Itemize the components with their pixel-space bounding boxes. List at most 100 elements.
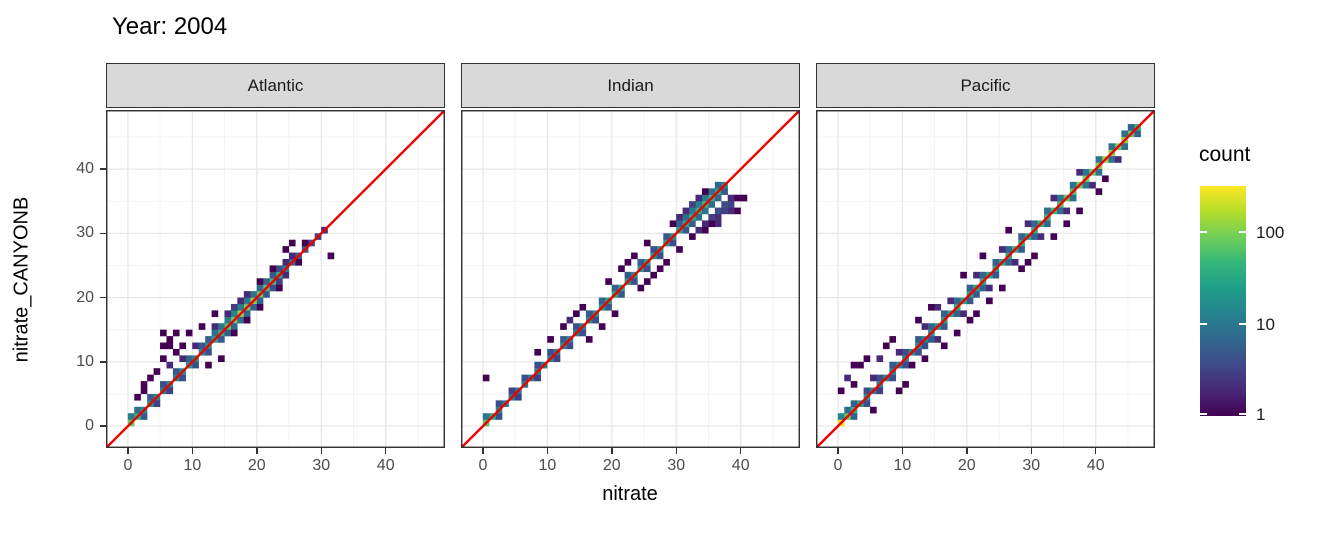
bin-cell — [237, 303, 245, 311]
bin-cell — [1121, 143, 1129, 150]
bin-cell — [701, 194, 709, 202]
legend-tick-label: 10 — [1256, 314, 1275, 334]
bin-cell — [237, 297, 245, 305]
y-tick-mark — [100, 168, 106, 170]
panel-plot-pacific — [816, 110, 1155, 448]
bin-cell — [288, 252, 296, 260]
x-tick-mark — [966, 448, 968, 454]
bin-cell — [876, 355, 884, 363]
bin-cell — [708, 201, 716, 208]
bin-cell — [482, 374, 490, 382]
bin-cell — [850, 400, 858, 407]
bin-cell — [166, 342, 174, 350]
x-tick-label: 0 — [478, 457, 488, 474]
bin-cell — [211, 323, 219, 330]
bin-cell — [256, 278, 264, 285]
bin-cell — [979, 252, 987, 260]
bin-cell — [979, 284, 987, 292]
bin-cell — [998, 246, 1006, 253]
bin-cell — [708, 220, 716, 228]
bin-cell — [495, 400, 503, 407]
bin-cell — [947, 297, 955, 305]
bin-cell — [863, 387, 871, 395]
bin-cell — [1031, 252, 1038, 260]
bin-cell — [928, 323, 935, 330]
bin-cell — [934, 336, 942, 343]
bin-cell — [224, 329, 232, 337]
bin-cell — [915, 336, 922, 343]
bin-cell — [482, 413, 490, 420]
bin-cell — [534, 361, 542, 369]
x-tick-label: 40 — [731, 457, 750, 474]
bin-cell — [172, 368, 180, 375]
panel-border — [106, 110, 445, 448]
bin-cell — [973, 310, 980, 318]
bin-cell — [689, 233, 696, 240]
bin-cell — [624, 271, 632, 279]
bin-cell — [966, 297, 974, 305]
bin-cell — [714, 181, 722, 189]
bin-cell — [263, 291, 270, 298]
bin-cell — [1005, 246, 1013, 253]
bin-cell — [218, 336, 225, 343]
bin-cell — [960, 310, 967, 318]
bin-cell — [205, 361, 212, 369]
bin-cell — [579, 329, 587, 337]
bin-cell — [1121, 130, 1129, 138]
bin-cell — [895, 387, 903, 395]
bin-cell — [1063, 220, 1071, 228]
bin-cell — [160, 381, 167, 388]
bin-cell — [643, 239, 651, 247]
bin-cell — [714, 220, 722, 228]
bin-cell — [708, 188, 716, 195]
bin-cell — [160, 342, 167, 350]
bin-cell — [598, 297, 606, 305]
bin-cell — [166, 387, 174, 395]
bin-cell — [992, 258, 1000, 266]
bin-cell — [921, 342, 929, 350]
bin-cell — [179, 355, 187, 363]
bin-cell — [837, 387, 845, 395]
bin-cell — [211, 310, 219, 318]
bin-cell — [1031, 233, 1038, 240]
bin-cell — [631, 278, 638, 285]
bin-cell — [1037, 233, 1045, 240]
bin-cell — [276, 278, 283, 285]
panel-border — [461, 110, 800, 448]
bin-cell — [682, 207, 690, 215]
identity-line — [461, 110, 800, 448]
bin-cell — [928, 303, 935, 311]
bin-cell — [153, 368, 161, 375]
y-axis-title: nitrate_CANYONB — [10, 196, 33, 363]
bin-cell — [695, 226, 703, 234]
bin-cell — [676, 213, 683, 221]
bin-cell — [1082, 169, 1090, 176]
bin-cell — [269, 265, 277, 273]
y-tick-label: 10 — [76, 352, 94, 370]
x-tick-mark — [127, 448, 129, 454]
bin-cell — [179, 374, 187, 382]
bin-cell — [701, 220, 709, 228]
bin-cell — [876, 374, 884, 382]
bin-cell — [160, 355, 167, 363]
bin-cell — [727, 201, 735, 208]
bin-cell — [566, 342, 574, 350]
bin-cell — [1024, 258, 1032, 266]
bin-cell — [721, 207, 728, 215]
bin-cell — [740, 194, 748, 202]
bin-cell — [689, 201, 696, 208]
bin-cell — [889, 361, 897, 369]
bin-cell — [876, 387, 884, 395]
colorbar-tick — [1200, 322, 1207, 325]
bin-cell — [721, 201, 728, 208]
x-tick-label: 10 — [893, 457, 912, 474]
bin-cell — [915, 316, 922, 324]
bin-cell — [966, 284, 974, 292]
bin-cell — [185, 355, 193, 363]
x-tick-label: 30 — [1022, 457, 1041, 474]
bin-cell — [902, 361, 909, 369]
bin-cell — [140, 387, 148, 395]
facet-strip-indian: Indian — [461, 63, 800, 108]
bin-cell — [714, 207, 722, 215]
